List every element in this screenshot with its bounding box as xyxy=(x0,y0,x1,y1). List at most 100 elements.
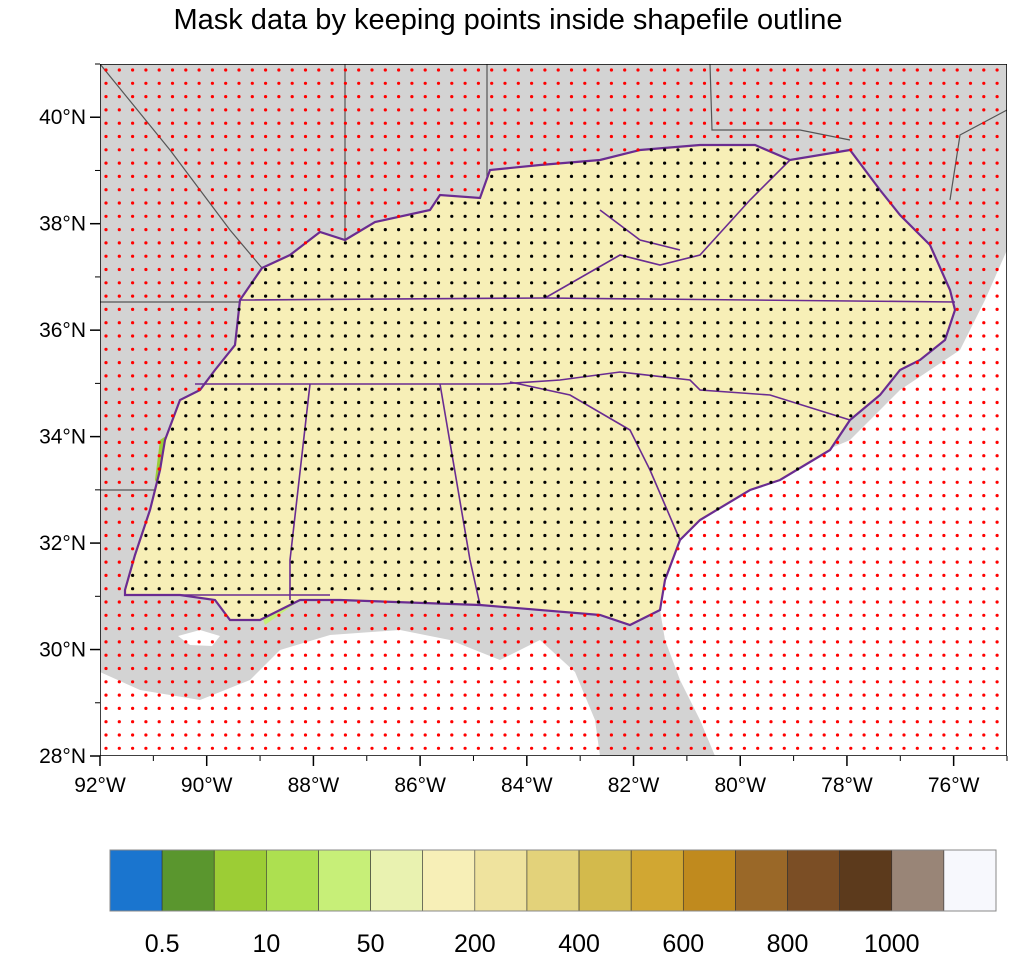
inside-point xyxy=(702,467,707,471)
outside-point xyxy=(170,627,175,631)
inside-point xyxy=(436,507,441,511)
inside-point xyxy=(224,427,228,431)
outside-point xyxy=(503,666,507,671)
outside-point xyxy=(104,440,108,444)
outside-point xyxy=(982,613,986,617)
outside-point xyxy=(995,307,999,311)
outside-point xyxy=(995,720,999,724)
inside-point xyxy=(543,587,547,591)
outside-point xyxy=(982,560,986,564)
outside-point xyxy=(609,68,614,72)
outside-point xyxy=(663,95,667,99)
outside-point xyxy=(144,693,148,697)
outside-point xyxy=(423,148,427,152)
outside-point xyxy=(955,254,959,258)
outside-point xyxy=(623,693,627,697)
outside-point xyxy=(902,440,906,444)
outside-point xyxy=(144,387,148,391)
inside-point xyxy=(357,387,361,391)
outside-point xyxy=(197,281,201,285)
inside-point xyxy=(729,427,733,431)
inside-point xyxy=(277,321,281,325)
outside-point xyxy=(822,573,826,578)
outside-point xyxy=(663,680,667,684)
inside-point xyxy=(264,440,268,444)
outside-point xyxy=(822,134,826,139)
inside-point xyxy=(476,454,480,458)
inside-point xyxy=(317,361,321,365)
inside-point xyxy=(343,560,347,564)
outside-point xyxy=(942,440,946,444)
inside-point xyxy=(543,454,547,458)
inside-point xyxy=(663,174,667,178)
inside-point xyxy=(583,440,587,444)
outside-point xyxy=(303,241,308,245)
inside-point xyxy=(556,241,560,245)
inside-point xyxy=(170,507,175,511)
outside-point xyxy=(423,81,427,85)
outside-point xyxy=(277,733,281,737)
inside-point xyxy=(742,374,747,378)
outside-point xyxy=(197,81,201,85)
outside-point xyxy=(982,600,986,604)
outside-point xyxy=(676,68,680,72)
inside-point xyxy=(609,161,614,165)
inside-point xyxy=(184,494,188,498)
outside-point xyxy=(569,121,574,125)
outside-point xyxy=(982,440,986,444)
outside-point xyxy=(822,613,826,617)
inside-point xyxy=(596,161,600,165)
outside-point xyxy=(210,174,214,178)
outside-point xyxy=(184,706,188,711)
outside-point xyxy=(596,706,600,711)
inside-point xyxy=(317,241,321,245)
outside-point xyxy=(290,653,294,657)
outside-point xyxy=(583,680,587,684)
outside-point xyxy=(929,134,933,139)
outside-point xyxy=(556,733,560,737)
inside-point xyxy=(317,520,321,524)
outside-point xyxy=(968,254,973,258)
outside-point xyxy=(769,108,773,112)
outside-point xyxy=(210,334,214,338)
inside-point xyxy=(476,494,480,498)
outside-point xyxy=(809,507,813,511)
inside-point xyxy=(436,228,441,232)
inside-point xyxy=(636,480,640,484)
outside-point xyxy=(144,361,148,365)
inside-point xyxy=(450,587,454,591)
inside-point xyxy=(237,547,241,551)
inside-point xyxy=(742,228,747,232)
outside-point xyxy=(609,81,614,85)
outside-point xyxy=(436,108,441,112)
outside-point xyxy=(104,241,108,245)
outside-point xyxy=(370,95,374,99)
outside-point xyxy=(609,640,614,644)
outside-point xyxy=(197,627,201,631)
outside-point xyxy=(862,587,866,591)
outside-point xyxy=(157,653,161,657)
inside-point xyxy=(343,307,347,311)
outside-point xyxy=(862,693,866,697)
inside-point xyxy=(609,361,614,365)
inside-point xyxy=(463,334,467,338)
inside-point xyxy=(835,414,840,418)
outside-point xyxy=(224,294,228,298)
outside-point xyxy=(264,81,268,85)
inside-point xyxy=(756,307,760,311)
inside-point xyxy=(569,241,574,245)
outside-point xyxy=(809,733,813,737)
outside-point xyxy=(596,720,600,724)
outside-point xyxy=(968,334,973,338)
outside-point xyxy=(144,294,148,298)
inside-point xyxy=(556,400,560,405)
inside-point xyxy=(742,294,747,298)
inside-point xyxy=(596,374,600,378)
outside-point xyxy=(955,334,959,338)
outside-point xyxy=(583,95,587,99)
outside-point xyxy=(450,720,454,724)
outside-point xyxy=(277,134,281,139)
outside-point xyxy=(995,573,999,578)
inside-point xyxy=(623,241,627,245)
outside-point xyxy=(995,733,999,737)
